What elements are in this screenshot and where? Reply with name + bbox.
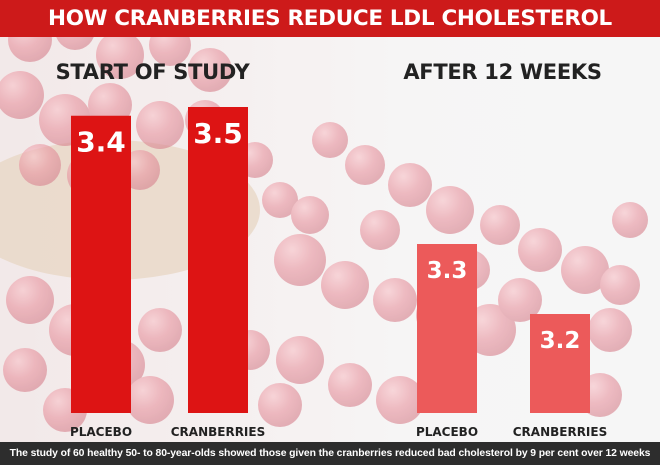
- cranberry-decoration: [480, 205, 520, 245]
- cranberry-decoration: [188, 48, 232, 92]
- bar-after-cranberries: [530, 314, 590, 413]
- cranberry-decoration: [262, 182, 298, 218]
- cranberry-decoration: [373, 278, 417, 322]
- cranberry-decoration: [126, 376, 174, 424]
- cranberry-decoration: [426, 186, 474, 234]
- bar-value-label: 3.3: [427, 258, 468, 284]
- bar-start-placebo: [71, 115, 131, 413]
- cranberry-decoration: [312, 122, 348, 158]
- bar-after-placebo: [417, 244, 477, 413]
- cranberry-decoration: [588, 308, 632, 352]
- bar-value-label: 3.4: [76, 126, 126, 159]
- category-label: CRANBERRIES: [513, 425, 608, 439]
- cranberry-decoration: [291, 196, 329, 234]
- cranberry-decoration: [345, 145, 385, 185]
- cranberry-decoration: [388, 163, 432, 207]
- cranberry-decoration: [0, 71, 44, 119]
- cranberry-decoration: [328, 363, 372, 407]
- cranberry-decoration: [138, 308, 182, 352]
- cranberry-decoration: [612, 202, 648, 238]
- cranberry-decoration: [3, 348, 47, 392]
- cranberry-decoration: [274, 234, 326, 286]
- caption: The study of 60 healthy 50- to 80-year-o…: [0, 442, 660, 465]
- cranberry-decoration: [96, 31, 144, 79]
- cranberry-decoration: [136, 101, 184, 149]
- cranberry-decoration: [258, 383, 302, 427]
- cranberry-decoration: [518, 228, 562, 272]
- cranberry-decoration: [376, 376, 424, 424]
- cranberry-decoration: [561, 246, 609, 294]
- start-of-study-title: START OF STUDY: [55, 60, 250, 84]
- cranberry-decoration: [321, 261, 369, 309]
- category-label: CRANBERRIES: [171, 425, 266, 439]
- cranberry-decoration: [600, 265, 640, 305]
- cranberry-decoration: [6, 276, 54, 324]
- bar-value-label: 3.5: [193, 117, 243, 150]
- bar-value-label: 3.2: [540, 328, 581, 354]
- category-label: PLACEBO: [70, 425, 132, 439]
- after-12-weeks-title: AFTER 12 WEEKS: [403, 60, 602, 84]
- cranberry-decoration: [276, 336, 324, 384]
- cranberry-decoration: [19, 144, 61, 186]
- bar-start-cranberries: [188, 107, 248, 413]
- chart-title: HOW CRANBERRIES REDUCE LDL CHOLESTEROL: [0, 0, 660, 37]
- cranberry-decoration: [498, 278, 542, 322]
- cranberry-decoration: [360, 210, 400, 250]
- category-label: PLACEBO: [416, 425, 478, 439]
